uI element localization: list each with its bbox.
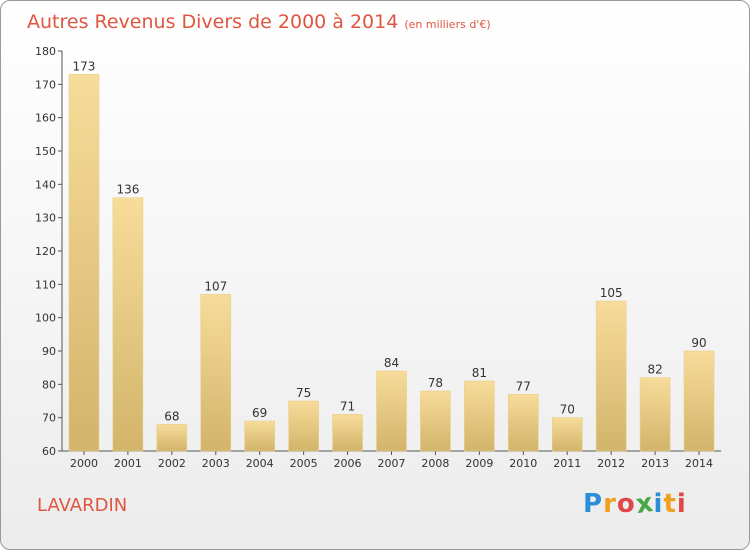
data-label: 68 — [164, 409, 179, 423]
bar — [507, 394, 539, 452]
data-label: 84 — [384, 356, 399, 370]
data-label: 69 — [252, 406, 267, 420]
bar — [464, 380, 495, 452]
y-tick-label: 170 — [35, 78, 56, 91]
data-label: 82 — [647, 363, 662, 377]
y-tick-label: 70 — [42, 412, 56, 425]
bar — [244, 420, 275, 452]
y-tick-label: 90 — [42, 345, 56, 358]
x-tick-label: 2003 — [202, 457, 230, 470]
bar — [551, 417, 583, 452]
chart-title-block: Autres Revenus Divers de 2000 à 2014 (en … — [27, 11, 491, 33]
bar — [200, 294, 232, 452]
data-label: 107 — [204, 279, 227, 293]
chart-title: Autres Revenus Divers de 2000 à 2014 — [27, 11, 399, 33]
logo-letter: P — [583, 489, 604, 519]
x-tick-label: 2002 — [158, 457, 186, 470]
data-label: 81 — [472, 366, 487, 380]
logo-letter: x — [633, 487, 656, 521]
y-tick-label: 60 — [42, 445, 56, 458]
y-tick-label: 160 — [35, 112, 56, 125]
x-tick-label: 2007 — [378, 457, 406, 470]
y-tick-label: 150 — [35, 145, 56, 158]
y-tick-label: 110 — [35, 278, 56, 291]
x-tick-label: 2011 — [553, 457, 581, 470]
bar — [639, 377, 671, 452]
data-label: 105 — [600, 286, 623, 300]
bars — [68, 74, 715, 452]
data-label: 78 — [428, 376, 443, 390]
bar — [376, 370, 407, 452]
data-label: 71 — [340, 399, 355, 413]
logo-letter: t — [663, 489, 677, 519]
proxiti-logo: Proxiti — [583, 487, 687, 521]
data-label: 173 — [73, 59, 96, 73]
y-tick-label: 180 — [35, 45, 56, 58]
y-tick-label: 80 — [42, 378, 56, 391]
place-name: LAVARDIN — [37, 495, 128, 516]
x-tick-label: 2005 — [290, 457, 318, 470]
bar — [683, 350, 715, 452]
x-tick-label: 2013 — [641, 457, 669, 470]
data-label: 90 — [691, 336, 706, 350]
x-tick-label: 2012 — [597, 457, 625, 470]
bar — [288, 400, 319, 452]
bar — [112, 197, 144, 452]
x-tick-label: 2009 — [465, 457, 493, 470]
x-tick-label: 2001 — [114, 457, 142, 470]
logo-letter: i — [676, 489, 687, 519]
x-tick-label: 2010 — [509, 457, 537, 470]
x-tick-label: 2006 — [334, 457, 362, 470]
x-tick-label: 2014 — [685, 457, 713, 470]
bar — [156, 424, 188, 452]
bar — [420, 390, 451, 452]
data-label: 136 — [116, 183, 139, 197]
y-tick-label: 100 — [35, 312, 56, 325]
bar — [68, 74, 100, 452]
logo-letter: o — [616, 489, 636, 519]
y-tick-label: 140 — [35, 178, 56, 191]
x-tick-label: 2008 — [421, 457, 449, 470]
bar — [332, 414, 363, 452]
data-label: 77 — [516, 379, 531, 393]
x-tick-label: 2004 — [246, 457, 274, 470]
chart-subtitle: (en milliers d'€) — [404, 18, 491, 31]
data-labels: 173 136 68 107 69 75 71 84 78 81 77 70 105 82 90 — [73, 59, 707, 423]
logo-letter: r — [603, 489, 617, 519]
bar — [595, 300, 627, 452]
y-tick-label: 130 — [35, 212, 56, 225]
data-label: 75 — [296, 386, 311, 400]
x-tick-label: 2000 — [70, 457, 98, 470]
logo-letter: i — [653, 489, 664, 519]
y-tick-label: 120 — [35, 245, 56, 258]
data-label: 70 — [560, 403, 575, 417]
